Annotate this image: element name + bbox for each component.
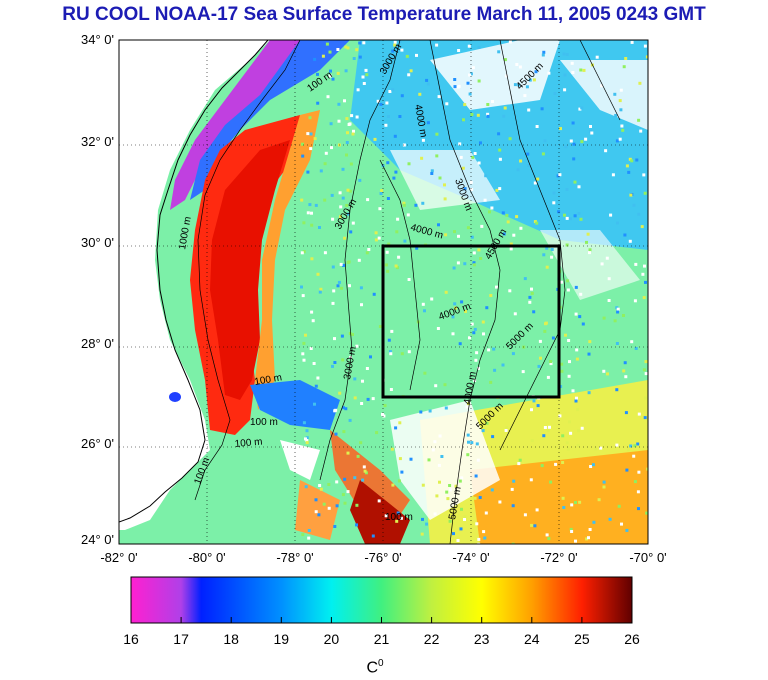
contour-label: 100 m xyxy=(385,512,413,523)
colorbar xyxy=(130,576,633,624)
study-area-box xyxy=(381,244,561,399)
colorbar-tick-label: 18 xyxy=(223,631,239,647)
lon-label: -72° 0' xyxy=(540,550,578,565)
lat-label: 32° 0' xyxy=(81,134,114,149)
land-area xyxy=(119,40,270,530)
lon-label: -78° 0' xyxy=(276,550,314,565)
colorbar-tick-label: 23 xyxy=(473,631,490,647)
colorbar-tick-label: 25 xyxy=(574,631,590,647)
lon-label: -82° 0' xyxy=(100,550,138,565)
lat-label: 30° 0' xyxy=(81,235,114,250)
colorbar-tick-label: 17 xyxy=(173,631,189,647)
lon-label: -80° 0' xyxy=(188,550,226,565)
chart-title: RU COOL NOAA-17 Sea Surface Temperature … xyxy=(62,4,706,25)
colorbar-tick-label: 20 xyxy=(323,631,340,647)
colorbar-tick-label: 22 xyxy=(423,631,440,647)
lon-label: -74° 0' xyxy=(452,550,490,565)
lat-label: 26° 0' xyxy=(81,436,114,451)
colorbar-tick-label: 26 xyxy=(624,631,640,647)
colorbar-tick-label: 19 xyxy=(273,631,290,647)
lat-label: 28° 0' xyxy=(81,336,114,351)
contour-label: 100 m xyxy=(234,437,263,450)
colorbar-unit: C0 xyxy=(366,658,384,677)
coastline xyxy=(119,40,269,523)
pixel-speckle xyxy=(300,40,648,544)
cloud-gap xyxy=(430,40,560,110)
map-frame xyxy=(118,39,649,545)
colorbar-tick-label: 24 xyxy=(524,631,540,647)
contour-label: 100 m xyxy=(254,372,283,388)
lon-label: -70° 0' xyxy=(629,550,667,565)
lat-label: 24° 0' xyxy=(81,532,114,547)
contour-label: 100 m xyxy=(250,417,278,428)
bathymetry-contours xyxy=(194,40,621,544)
lat-label: 34° 0' xyxy=(81,32,114,47)
colorbar-tick-label: 16 xyxy=(123,631,139,647)
colorbar-tick-label: 21 xyxy=(373,631,390,647)
lon-label: -76° 0' xyxy=(364,550,402,565)
coastal-cold-band xyxy=(170,40,340,210)
